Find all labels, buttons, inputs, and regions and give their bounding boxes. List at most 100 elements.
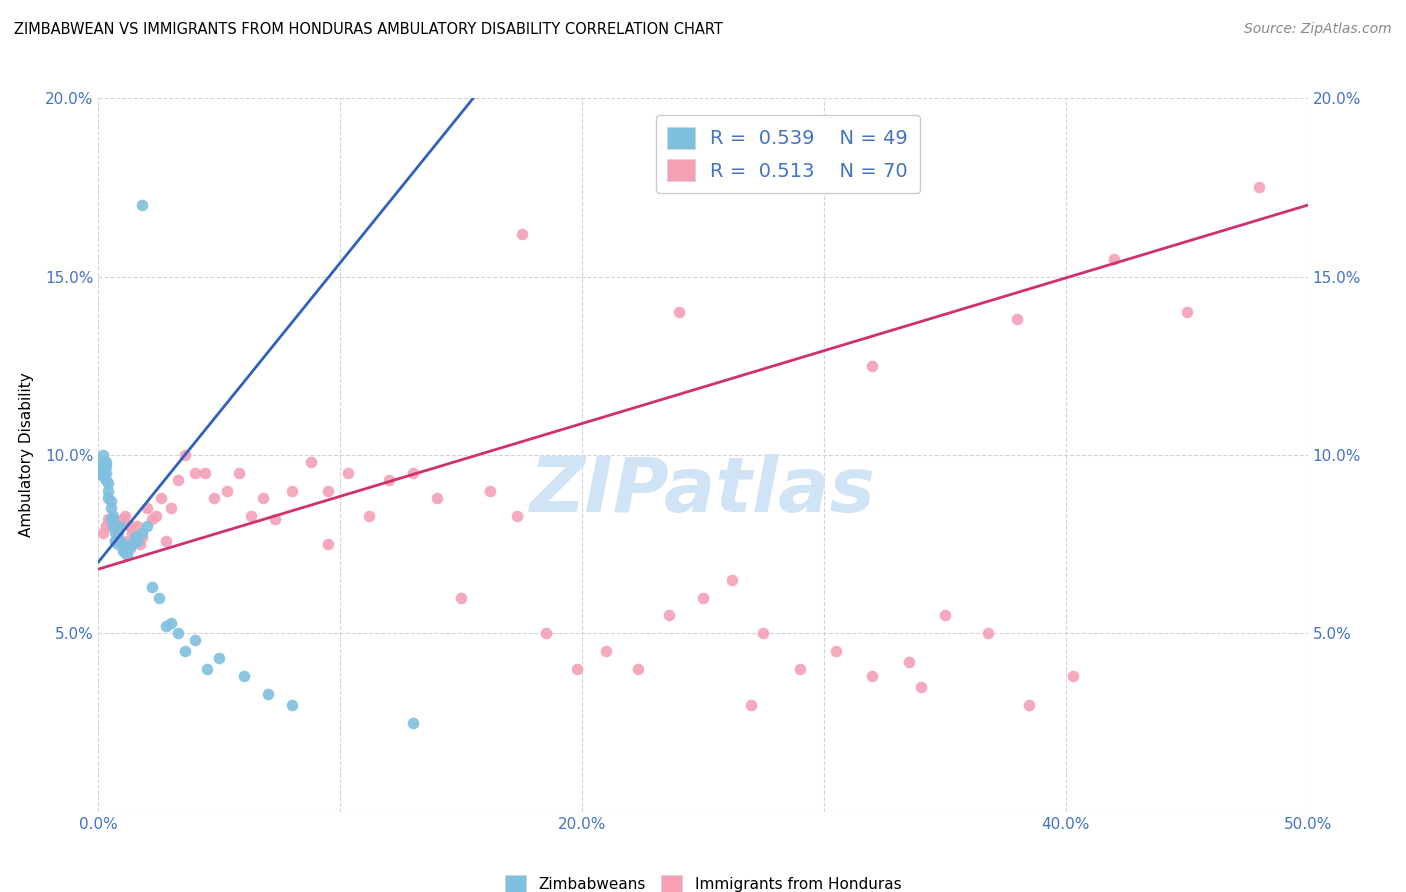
Point — [208, 651, 231, 665]
Point — [91, 462, 114, 476]
Point — [174, 448, 197, 462]
Point — [1175, 305, 1198, 319]
Point — [100, 501, 122, 516]
Point — [91, 526, 114, 541]
Point — [121, 526, 143, 541]
Point — [100, 494, 122, 508]
Point — [114, 508, 136, 523]
Point — [627, 662, 650, 676]
Point — [359, 508, 381, 523]
Point — [107, 526, 129, 541]
Point — [117, 548, 139, 562]
Point — [104, 526, 127, 541]
Point — [145, 508, 167, 523]
Legend: Zimbabweans, Immigrants from Honduras: Zimbabweans, Immigrants from Honduras — [499, 870, 907, 892]
Point — [100, 519, 122, 533]
Point — [124, 530, 146, 544]
Point — [101, 508, 124, 523]
Point — [108, 519, 131, 533]
Point — [377, 473, 399, 487]
Point — [534, 626, 557, 640]
Point — [167, 473, 190, 487]
Point — [595, 644, 617, 658]
Point — [94, 466, 117, 480]
Point — [127, 519, 149, 533]
Point — [94, 455, 117, 469]
Point — [97, 491, 120, 505]
Point — [740, 698, 762, 712]
Point — [204, 491, 226, 505]
Point — [668, 305, 690, 319]
Point — [90, 455, 112, 469]
Point — [1062, 669, 1084, 683]
Point — [104, 533, 127, 548]
Point — [910, 680, 932, 694]
Point — [825, 644, 848, 658]
Point — [114, 544, 136, 558]
Point — [897, 655, 920, 669]
Point — [141, 580, 163, 594]
Point — [174, 644, 197, 658]
Point — [336, 466, 359, 480]
Point — [135, 519, 157, 533]
Point — [97, 476, 120, 491]
Point — [117, 533, 139, 548]
Point — [281, 698, 304, 712]
Point — [299, 455, 322, 469]
Point — [402, 715, 425, 730]
Point — [121, 537, 143, 551]
Point — [128, 537, 150, 551]
Point — [141, 512, 163, 526]
Point — [91, 469, 114, 483]
Y-axis label: Ambulatory Disability: Ambulatory Disability — [20, 373, 34, 537]
Point — [111, 537, 134, 551]
Point — [94, 519, 117, 533]
Point — [160, 615, 183, 630]
Point — [860, 669, 883, 683]
Point — [228, 466, 250, 480]
Point — [402, 466, 425, 480]
Point — [101, 519, 124, 533]
Point — [252, 491, 274, 505]
Point — [860, 359, 883, 373]
Point — [658, 608, 681, 623]
Point — [118, 541, 141, 555]
Point — [131, 530, 153, 544]
Text: ZIMBABWEAN VS IMMIGRANTS FROM HONDURAS AMBULATORY DISABILITY CORRELATION CHART: ZIMBABWEAN VS IMMIGRANTS FROM HONDURAS A… — [14, 22, 723, 37]
Point — [184, 466, 207, 480]
Point — [127, 533, 149, 548]
Point — [90, 466, 112, 480]
Point — [107, 537, 129, 551]
Point — [160, 501, 183, 516]
Point — [1007, 312, 1029, 326]
Point — [232, 669, 254, 683]
Point — [97, 512, 120, 526]
Point — [426, 491, 449, 505]
Point — [510, 227, 533, 241]
Text: ZIPatlas: ZIPatlas — [530, 454, 876, 527]
Point — [94, 473, 117, 487]
Point — [450, 591, 472, 605]
Point — [150, 491, 173, 505]
Point — [91, 458, 114, 473]
Point — [316, 537, 339, 551]
Point — [934, 608, 956, 623]
Point — [91, 448, 114, 462]
Point — [195, 662, 218, 676]
Point — [567, 662, 589, 676]
Point — [721, 573, 744, 587]
Point — [148, 591, 170, 605]
Point — [118, 519, 141, 533]
Point — [124, 533, 146, 548]
Point — [692, 591, 714, 605]
Point — [167, 626, 190, 640]
Point — [108, 533, 131, 548]
Point — [155, 533, 177, 548]
Point — [506, 508, 529, 523]
Point — [131, 198, 153, 212]
Point — [135, 501, 157, 516]
Point — [90, 458, 112, 473]
Text: Source: ZipAtlas.com: Source: ZipAtlas.com — [1244, 22, 1392, 37]
Point — [131, 526, 153, 541]
Point — [316, 483, 339, 498]
